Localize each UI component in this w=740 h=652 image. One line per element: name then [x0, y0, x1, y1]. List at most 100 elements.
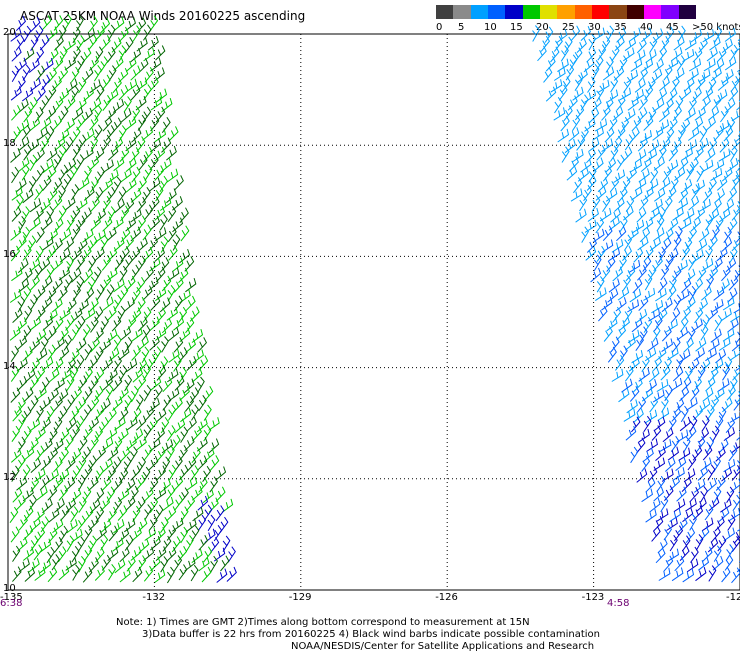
wind-barb — [17, 358, 27, 372]
wind-barb — [608, 288, 618, 302]
wind-barb — [641, 158, 651, 172]
wind-barb — [16, 35, 24, 51]
wind-barb — [707, 47, 717, 61]
wind-barb — [209, 439, 219, 453]
wind-barb — [11, 267, 22, 280]
wind-barb — [662, 397, 669, 413]
wind-barb — [620, 216, 627, 232]
wind-barb — [107, 47, 115, 62]
wind-barb — [720, 499, 731, 512]
wind-barb — [554, 68, 565, 81]
wind-barb — [23, 347, 32, 362]
wind-barb — [730, 479, 740, 493]
wind-barb — [616, 125, 625, 140]
wind-barb — [23, 547, 33, 561]
wind-barb — [653, 127, 663, 141]
wind-barb — [167, 485, 175, 500]
wind-barb — [204, 425, 211, 441]
wind-barb — [119, 85, 128, 100]
wind-barb — [84, 546, 92, 562]
wind-barb — [596, 186, 606, 200]
wind-barb — [538, 46, 547, 61]
wind-barb — [41, 337, 48, 353]
wind-barb — [65, 57, 75, 71]
wind-barb — [163, 536, 171, 551]
wind-barb — [717, 176, 727, 190]
wind-barb — [640, 130, 651, 143]
wind-barb — [167, 169, 178, 182]
wind-barb — [217, 569, 227, 583]
wind-barb — [622, 246, 631, 261]
wind-barb — [126, 57, 136, 71]
wind-barb — [202, 567, 211, 582]
wind-barb — [90, 115, 98, 130]
wind-barb — [143, 286, 152, 301]
wind-barb — [650, 37, 657, 53]
wind-barb — [94, 328, 103, 343]
wind-barb — [12, 207, 21, 222]
wind-barb — [30, 217, 40, 231]
wind-barb — [13, 546, 20, 562]
wind-barb — [675, 398, 684, 413]
wind-barb — [11, 148, 21, 162]
wind-barb — [55, 137, 65, 151]
wind-barb — [696, 337, 706, 351]
wind-barb — [94, 307, 102, 322]
wind-barb — [730, 309, 740, 322]
wind-barb — [58, 469, 68, 483]
wind-barb — [58, 186, 65, 202]
wind-barb — [707, 437, 714, 453]
wind-barb — [712, 359, 723, 372]
wind-barb — [25, 306, 32, 322]
wind-barb — [35, 567, 45, 581]
wind-barb — [67, 215, 75, 231]
wind-barb — [612, 239, 623, 252]
wind-barb — [23, 65, 30, 81]
wind-barb — [671, 308, 680, 323]
wind-barb — [711, 329, 721, 343]
wind-barb — [654, 188, 664, 202]
wind-barb — [608, 347, 616, 362]
wind-barb — [211, 556, 218, 572]
wind-barb — [73, 107, 83, 121]
wind-barb — [693, 506, 702, 521]
wind-barb — [192, 447, 200, 462]
wind-barb — [639, 67, 648, 82]
wind-barb — [18, 296, 25, 312]
wind-barb — [119, 528, 129, 542]
wind-barb — [17, 476, 27, 490]
wind-barb — [73, 46, 80, 62]
wind-barb — [694, 348, 705, 361]
wind-barb — [199, 557, 209, 571]
wind-barb — [24, 506, 33, 521]
wind-barb — [58, 389, 68, 403]
wind-barb — [13, 406, 22, 421]
wind-barb — [642, 58, 653, 71]
wind-barb — [718, 536, 726, 551]
wind-barb — [573, 87, 584, 100]
wind-barb — [137, 137, 145, 152]
wind-barb — [719, 208, 730, 222]
lon-label: -120 — [726, 592, 740, 603]
wind-barb — [132, 308, 141, 323]
wind-barb — [145, 267, 154, 282]
lat-label: 12 — [3, 472, 16, 483]
wind-barb — [721, 308, 732, 321]
wind-barb — [616, 297, 626, 311]
wind-barb — [174, 278, 183, 293]
wind-barb — [30, 198, 40, 212]
wind-barb — [631, 447, 638, 463]
wind-barb — [614, 170, 625, 183]
wind-barb — [19, 515, 27, 530]
wind-barb — [59, 146, 66, 162]
wind-barb — [137, 297, 145, 312]
wind-barb — [180, 386, 190, 400]
wind-barb — [142, 126, 152, 140]
wind-barb — [647, 338, 658, 351]
wind-barb — [125, 375, 132, 391]
wind-barb — [67, 358, 76, 373]
wind-barb — [138, 317, 147, 332]
wind-barb — [125, 198, 134, 213]
wind-barb — [631, 417, 640, 432]
wind-barb — [598, 177, 608, 191]
